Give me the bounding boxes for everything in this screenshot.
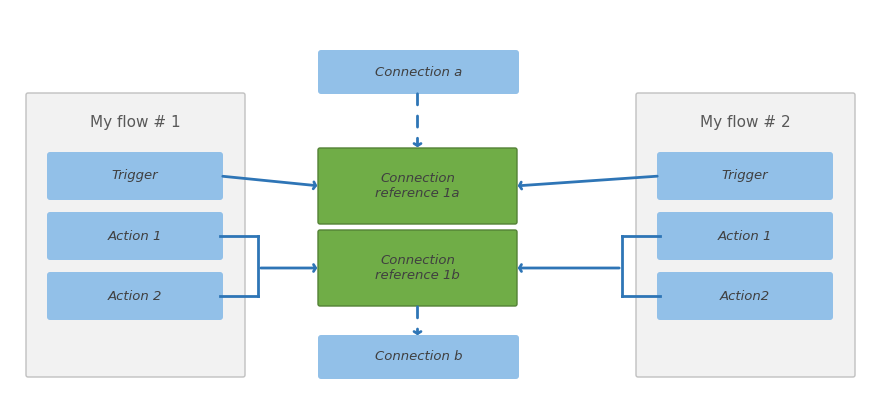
- Text: Connection
reference 1a: Connection reference 1a: [375, 172, 460, 200]
- FancyBboxPatch shape: [657, 152, 833, 200]
- FancyBboxPatch shape: [657, 272, 833, 320]
- FancyBboxPatch shape: [318, 148, 517, 224]
- Text: Action2: Action2: [720, 290, 770, 303]
- Text: My flow # 2: My flow # 2: [700, 115, 791, 130]
- Text: Action 2: Action 2: [107, 290, 162, 303]
- FancyBboxPatch shape: [47, 212, 223, 260]
- FancyBboxPatch shape: [47, 152, 223, 200]
- FancyBboxPatch shape: [318, 230, 517, 306]
- FancyBboxPatch shape: [318, 50, 519, 94]
- Text: Trigger: Trigger: [722, 169, 768, 182]
- Text: My flow # 1: My flow # 1: [90, 115, 181, 130]
- FancyBboxPatch shape: [657, 212, 833, 260]
- Text: Action 1: Action 1: [107, 229, 162, 243]
- Text: Connection
reference 1b: Connection reference 1b: [375, 254, 460, 282]
- Text: Connection a: Connection a: [375, 65, 463, 79]
- FancyBboxPatch shape: [318, 335, 519, 379]
- Text: Connection b: Connection b: [374, 351, 463, 364]
- Text: Trigger: Trigger: [112, 169, 159, 182]
- Text: Action 1: Action 1: [718, 229, 772, 243]
- FancyBboxPatch shape: [26, 93, 245, 377]
- FancyBboxPatch shape: [636, 93, 855, 377]
- FancyBboxPatch shape: [47, 272, 223, 320]
